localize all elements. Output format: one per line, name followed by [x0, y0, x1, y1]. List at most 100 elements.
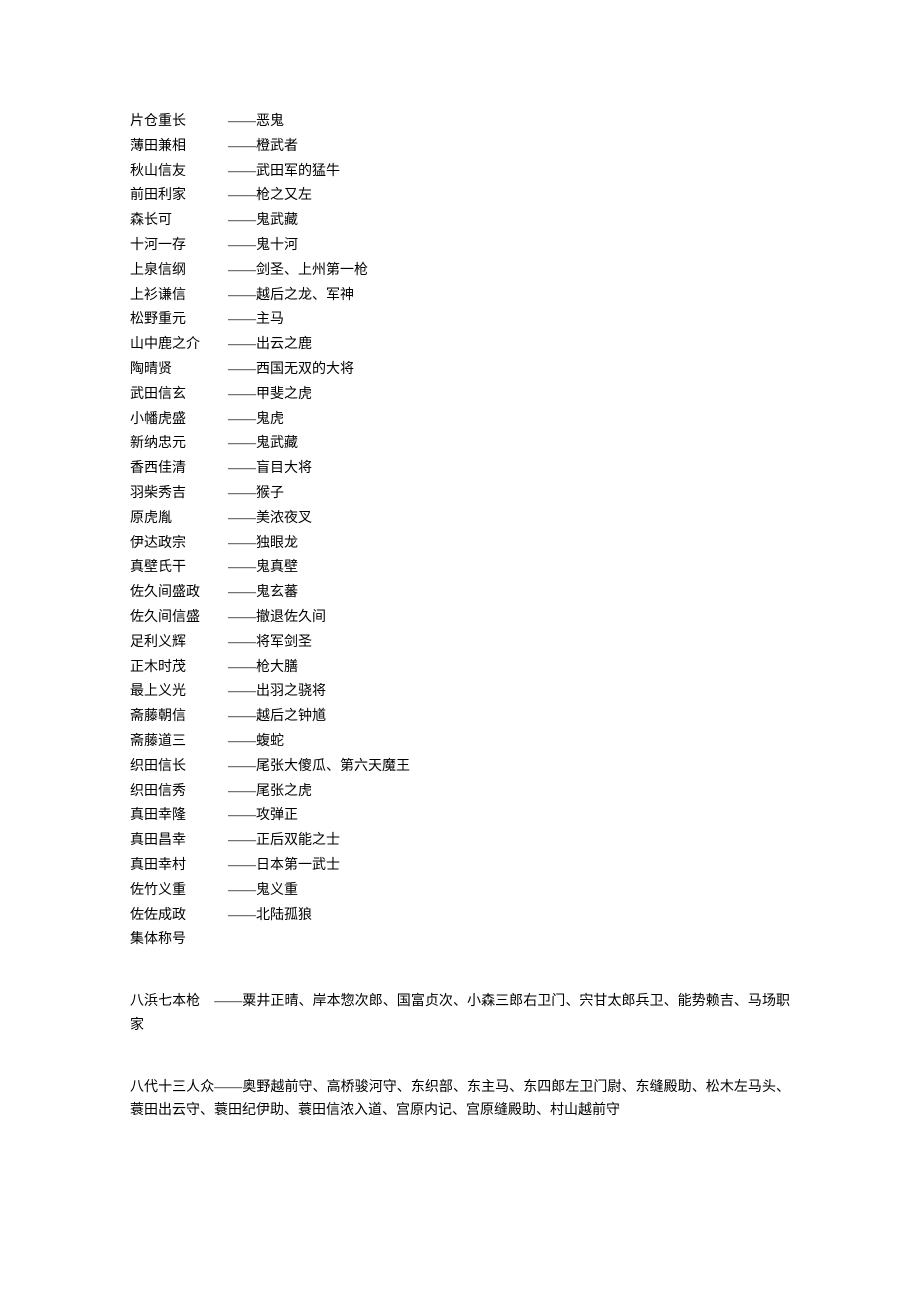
entry-title: ——越后之钟馗 [228, 705, 790, 729]
entry-title: ——独眼龙 [228, 532, 790, 556]
entry-row: 新纳忠元——鬼武藏 [130, 432, 790, 456]
entry-title: ——撤退佐久间 [228, 606, 790, 630]
section-label: 集体称号 [130, 928, 790, 952]
entry-row: 小幡虎盛——鬼虎 [130, 408, 790, 432]
entry-title: ——猴子 [228, 482, 790, 506]
entry-name: 秋山信友 [130, 160, 228, 184]
entries-list: 片仓重长——恶鬼薄田兼相——橙武者秋山信友——武田军的猛牛前田利家——枪之又左森… [130, 110, 790, 927]
entry-title: ——鬼真壁 [228, 556, 790, 580]
entry-row: 织田信长——尾张大傻瓜、第六天魔王 [130, 755, 790, 779]
entry-name: 十河一存 [130, 234, 228, 258]
entry-title: ——橙武者 [228, 135, 790, 159]
entry-name: 陶晴贤 [130, 358, 228, 382]
entry-row: 佐竹义重——鬼义重 [130, 879, 790, 903]
entry-title: ——鬼义重 [228, 879, 790, 903]
entry-row: 正木时茂——枪大膳 [130, 656, 790, 680]
entry-title: ——出云之鹿 [228, 333, 790, 357]
entry-title: ——枪之又左 [228, 184, 790, 208]
entry-title: ——尾张大傻瓜、第六天魔王 [228, 755, 790, 779]
entry-row: 佐佐成政——北陆孤狼 [130, 904, 790, 928]
entry-title: ——鬼玄蕃 [228, 581, 790, 605]
entry-title: ——鬼虎 [228, 408, 790, 432]
entry-name: 斋藤朝信 [130, 705, 228, 729]
entry-row: 薄田兼相——橙武者 [130, 135, 790, 159]
entry-name: 片仓重长 [130, 110, 228, 134]
entry-name: 原虎胤 [130, 507, 228, 531]
entry-row: 上衫谦信——越后之龙、军神 [130, 284, 790, 308]
entry-row: 佐久间盛政——鬼玄蕃 [130, 581, 790, 605]
entry-name: 佐久间信盛 [130, 606, 228, 630]
entry-row: 香西佳清——盲目大将 [130, 457, 790, 481]
entry-name: 小幡虎盛 [130, 408, 228, 432]
entry-row: 原虎胤——美浓夜叉 [130, 507, 790, 531]
entry-name: 前田利家 [130, 184, 228, 208]
entry-title: ——主马 [228, 308, 790, 332]
entry-name: 织田信长 [130, 755, 228, 779]
entry-row: 斋藤道三——蝮蛇 [130, 730, 790, 754]
entry-title: ——出羽之骁将 [228, 680, 790, 704]
entry-row: 陶晴贤——西国无双的大将 [130, 358, 790, 382]
entry-row: 足利义辉——将军剑圣 [130, 631, 790, 655]
entry-name: 正木时茂 [130, 656, 228, 680]
entry-name: 伊达政宗 [130, 532, 228, 556]
entry-name: 足利义辉 [130, 631, 228, 655]
entry-title: ——将军剑圣 [228, 631, 790, 655]
group-paragraph: 八代十三人众——奥野越前守、高桥骏河守、东织部、东主马、东四郎左卫门尉、东缝殿助… [130, 1076, 790, 1124]
entry-name: 武田信玄 [130, 383, 228, 407]
entry-name: 羽柴秀吉 [130, 482, 228, 506]
entry-name: 佐久间盛政 [130, 581, 228, 605]
entry-title: ——鬼武藏 [228, 209, 790, 233]
entry-title: ——武田军的猛牛 [228, 160, 790, 184]
entry-title: ——恶鬼 [228, 110, 790, 134]
entry-name: 真田幸村 [130, 854, 228, 878]
entry-name: 薄田兼相 [130, 135, 228, 159]
entry-title: ——正后双能之士 [228, 829, 790, 853]
entry-title: ——尾张之虎 [228, 780, 790, 804]
entry-row: 织田信秀——尾张之虎 [130, 780, 790, 804]
entry-title: ——鬼武藏 [228, 432, 790, 456]
entry-title: ——盲目大将 [228, 457, 790, 481]
entry-title: ——美浓夜叉 [228, 507, 790, 531]
entry-row: 十河一存——鬼十河 [130, 234, 790, 258]
entry-row: 森长可——鬼武藏 [130, 209, 790, 233]
entry-row: 前田利家——枪之又左 [130, 184, 790, 208]
entry-title: ——鬼十河 [228, 234, 790, 258]
entry-name: 上泉信纲 [130, 259, 228, 283]
entry-title: ——日本第一武士 [228, 854, 790, 878]
entry-row: 秋山信友——武田军的猛牛 [130, 160, 790, 184]
entry-row: 真壁氏干——鬼真壁 [130, 556, 790, 580]
entry-name: 斋藤道三 [130, 730, 228, 754]
entry-name: 真田幸隆 [130, 804, 228, 828]
entry-title: ——西国无双的大将 [228, 358, 790, 382]
entry-name: 织田信秀 [130, 780, 228, 804]
entry-row: 武田信玄——甲斐之虎 [130, 383, 790, 407]
entry-name: 上衫谦信 [130, 284, 228, 308]
entry-row: 上泉信纲——剑圣、上州第一枪 [130, 259, 790, 283]
entry-title: ——攻弹正 [228, 804, 790, 828]
entry-row: 佐久间信盛——撤退佐久间 [130, 606, 790, 630]
entry-row: 山中鹿之介——出云之鹿 [130, 333, 790, 357]
entry-title: ——蝮蛇 [228, 730, 790, 754]
entry-name: 山中鹿之介 [130, 333, 228, 357]
entry-title: ——枪大膳 [228, 656, 790, 680]
entry-row: 片仓重长——恶鬼 [130, 110, 790, 134]
entry-name: 佐竹义重 [130, 879, 228, 903]
entry-title: ——剑圣、上州第一枪 [228, 259, 790, 283]
entry-row: 真田昌幸——正后双能之士 [130, 829, 790, 853]
entry-name: 最上义光 [130, 680, 228, 704]
entry-title: ——甲斐之虎 [228, 383, 790, 407]
entry-row: 真田幸村——日本第一武士 [130, 854, 790, 878]
entry-row: 伊达政宗——独眼龙 [130, 532, 790, 556]
entry-row: 最上义光——出羽之骁将 [130, 680, 790, 704]
entry-name: 真田昌幸 [130, 829, 228, 853]
entry-name: 真壁氏干 [130, 556, 228, 580]
entry-row: 真田幸隆——攻弹正 [130, 804, 790, 828]
entry-title: ——越后之龙、军神 [228, 284, 790, 308]
entry-title: ——北陆孤狼 [228, 904, 790, 928]
entry-row: 羽柴秀吉——猴子 [130, 482, 790, 506]
entry-name: 佐佐成政 [130, 904, 228, 928]
entry-row: 松野重元——主马 [130, 308, 790, 332]
entry-name: 森长可 [130, 209, 228, 233]
entry-name: 香西佳清 [130, 457, 228, 481]
entry-name: 松野重元 [130, 308, 228, 332]
